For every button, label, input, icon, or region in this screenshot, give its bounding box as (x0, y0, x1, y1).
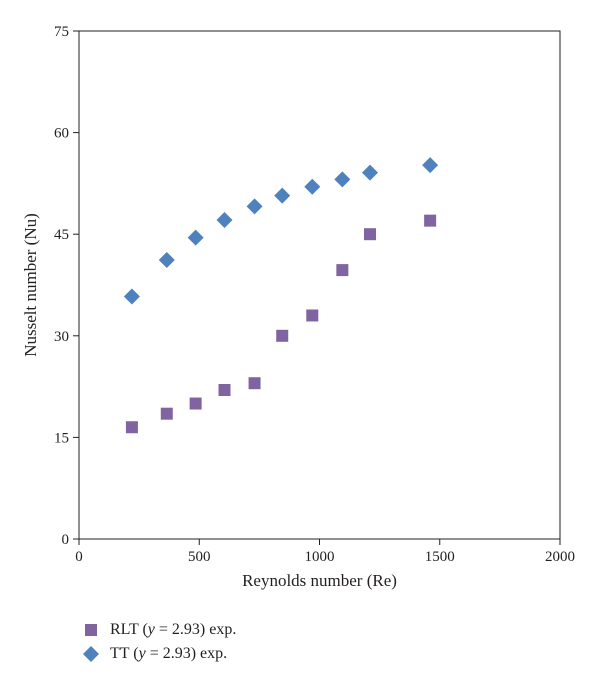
rlt-data-point (364, 228, 377, 241)
legend-item-tt: TT (y = 2.93) exp. (80, 642, 236, 666)
y-axis-title: Nusselt number (Nu) (21, 213, 40, 357)
rlt-data-point (125, 421, 138, 434)
tick-labels: 0 500 1000 1500 2000 0 15 30 45 60 75 (54, 24, 575, 565)
tt-data-point (362, 164, 379, 181)
legend-item-rlt: RLT (y = 2.93) exp. (80, 618, 236, 642)
plot-area-frame (78, 30, 561, 540)
rlt-data-point (336, 264, 349, 277)
tt-data-point (274, 187, 291, 204)
y-tick-label: 30 (54, 329, 69, 345)
x-tick-label: 2000 (545, 549, 575, 565)
y-tick-label: 15 (54, 430, 69, 446)
y-tick-label: 60 (54, 126, 69, 142)
tt-data-point (187, 229, 204, 246)
y-tick-label: 75 (54, 24, 69, 40)
legend-label-rlt: RLT (y = 2.93) exp. (110, 621, 237, 638)
tt-data-point (246, 198, 263, 215)
scatter-chart: 0 500 1000 1500 2000 0 15 30 45 60 75 Reynolds num… (21, 24, 575, 590)
diamond-marker-icon (80, 646, 102, 662)
rlt-data-point (424, 214, 437, 227)
rlt-data-point (160, 407, 173, 420)
tt-data-point (422, 157, 439, 174)
x-tick-label: 1500 (425, 549, 455, 565)
square-marker-icon (80, 624, 102, 636)
rlt-data-point (276, 329, 289, 342)
rlt-data-point (189, 397, 202, 410)
x-tick-label: 500 (188, 549, 211, 565)
axis-ticks (73, 30, 561, 545)
x-axis-title: Reynolds number (Re) (242, 571, 397, 590)
data-points (123, 157, 439, 434)
y-tick-label: 0 (62, 532, 70, 548)
legend: RLT (y = 2.93) exp. TT (y = 2.93) exp. (80, 618, 236, 666)
x-tick-label: 0 (75, 549, 83, 565)
tt-data-point (158, 251, 175, 268)
x-tick-label: 1000 (305, 549, 335, 565)
rlt-data-point (218, 383, 231, 396)
tt-data-point (334, 171, 351, 188)
tt-data-point (216, 211, 233, 228)
tt-data-point (304, 178, 321, 195)
rlt-data-point (248, 377, 261, 390)
legend-label-tt: TT (y = 2.93) exp. (110, 645, 228, 662)
tt-data-point (123, 288, 140, 305)
y-tick-label: 45 (54, 227, 69, 243)
rlt-data-point (306, 309, 319, 322)
